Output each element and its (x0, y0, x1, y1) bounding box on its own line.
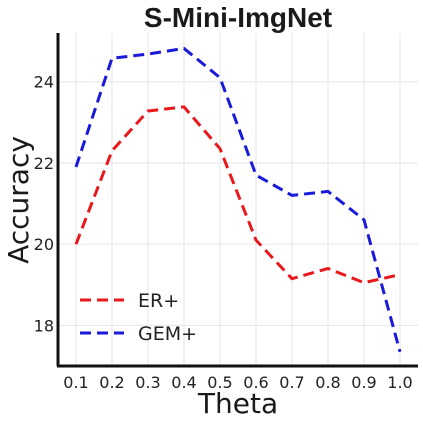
legend-label: GEM+ (138, 323, 197, 345)
x-tick-label: 0.6 (243, 373, 268, 392)
x-tick-label: 0.1 (63, 373, 88, 392)
y-tick-label: 20 (34, 235, 54, 254)
x-tick-label: 0.4 (171, 373, 196, 392)
y-axis-title: Accuracy (2, 136, 35, 264)
legend: ER+ GEM+ (80, 290, 197, 345)
x-tick-label: 0.2 (99, 373, 124, 392)
y-tick-label: 18 (34, 316, 54, 335)
chart-title: S-Mini-ImgNet (144, 2, 332, 33)
tick-labels: 0.1 0.2 0.3 0.4 0.5 0.6 0.7 0.8 0.9 1.0 18 20 22 24 (34, 73, 413, 392)
x-tick-label: 0.7 (279, 373, 304, 392)
x-tick-label: 0.5 (207, 373, 232, 392)
series-line-gem (74, 46, 402, 353)
series-line-er (74, 105, 401, 285)
legend-label: ER+ (138, 290, 179, 312)
grid (58, 33, 418, 366)
series-lines (74, 46, 402, 353)
y-tick-label: 22 (34, 154, 54, 173)
x-tick-label: 0.8 (315, 373, 340, 392)
x-tick-label: 0.9 (351, 373, 376, 392)
x-tick-label: 1.0 (387, 373, 412, 392)
x-tick-label: 0.3 (135, 373, 160, 392)
y-tick-label: 24 (34, 73, 54, 92)
axes (56, 33, 418, 368)
x-axis-title: Theta (197, 387, 278, 420)
